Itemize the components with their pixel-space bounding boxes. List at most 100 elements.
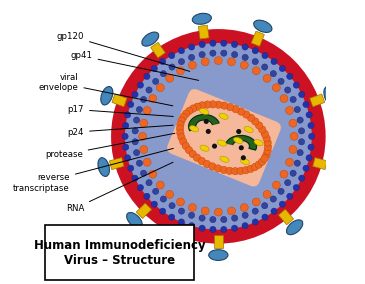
Circle shape (199, 41, 205, 48)
Circle shape (258, 158, 266, 165)
Circle shape (143, 158, 151, 166)
Polygon shape (310, 94, 325, 107)
Circle shape (240, 61, 248, 69)
Circle shape (188, 54, 195, 60)
Polygon shape (251, 31, 264, 46)
Circle shape (123, 122, 129, 129)
Ellipse shape (200, 108, 209, 114)
Circle shape (221, 40, 227, 46)
Circle shape (285, 179, 291, 186)
Circle shape (263, 135, 270, 142)
Circle shape (140, 145, 148, 153)
Ellipse shape (327, 158, 339, 176)
Ellipse shape (324, 87, 336, 105)
Circle shape (143, 106, 151, 114)
Ellipse shape (192, 13, 211, 24)
Circle shape (242, 44, 248, 50)
Text: p17: p17 (68, 105, 173, 116)
Circle shape (262, 214, 268, 220)
Circle shape (177, 129, 184, 137)
Text: viral
envelope: viral envelope (39, 73, 173, 106)
Circle shape (290, 132, 298, 140)
Circle shape (270, 70, 276, 77)
Circle shape (169, 202, 175, 209)
Circle shape (199, 225, 205, 231)
Text: RNA: RNA (66, 162, 173, 213)
Circle shape (297, 117, 303, 123)
Circle shape (153, 78, 159, 84)
Circle shape (210, 50, 216, 56)
Circle shape (210, 216, 216, 223)
Circle shape (231, 41, 238, 48)
Circle shape (149, 170, 157, 178)
Circle shape (176, 125, 184, 132)
Circle shape (180, 113, 187, 121)
Circle shape (144, 73, 150, 80)
Circle shape (252, 198, 260, 206)
Circle shape (153, 188, 159, 195)
Circle shape (188, 204, 196, 212)
Circle shape (227, 207, 235, 215)
Circle shape (306, 112, 312, 118)
Polygon shape (198, 25, 209, 39)
Ellipse shape (217, 140, 226, 146)
Circle shape (261, 155, 268, 162)
Circle shape (212, 144, 217, 149)
Circle shape (188, 212, 195, 218)
Circle shape (210, 40, 216, 46)
Ellipse shape (254, 139, 263, 146)
Ellipse shape (189, 126, 199, 132)
Circle shape (290, 170, 296, 176)
Circle shape (137, 82, 143, 88)
Circle shape (242, 111, 250, 118)
Circle shape (278, 188, 284, 195)
Circle shape (252, 59, 258, 65)
Circle shape (201, 58, 209, 66)
Circle shape (231, 215, 238, 221)
Circle shape (182, 110, 190, 118)
Circle shape (232, 105, 239, 113)
Ellipse shape (254, 20, 272, 32)
Circle shape (146, 179, 152, 186)
Circle shape (239, 145, 244, 150)
Circle shape (263, 190, 271, 198)
Circle shape (160, 70, 166, 77)
Ellipse shape (234, 137, 243, 143)
Circle shape (264, 139, 271, 146)
Circle shape (299, 91, 305, 98)
Circle shape (151, 201, 157, 207)
Circle shape (144, 193, 150, 199)
Circle shape (178, 117, 185, 124)
Circle shape (247, 165, 254, 172)
Circle shape (128, 101, 134, 108)
Circle shape (280, 95, 288, 103)
Circle shape (227, 58, 235, 66)
Circle shape (261, 130, 268, 137)
Ellipse shape (219, 113, 228, 119)
Circle shape (289, 119, 297, 127)
Circle shape (221, 216, 227, 223)
Circle shape (156, 84, 164, 92)
Circle shape (177, 67, 184, 75)
Circle shape (308, 144, 314, 150)
Polygon shape (226, 135, 257, 150)
Circle shape (160, 208, 166, 214)
Circle shape (293, 185, 299, 191)
Circle shape (140, 119, 148, 127)
Circle shape (308, 122, 314, 129)
Circle shape (215, 101, 222, 108)
Circle shape (258, 126, 266, 133)
Circle shape (252, 219, 258, 225)
Circle shape (199, 102, 206, 109)
Ellipse shape (209, 250, 228, 260)
Circle shape (136, 106, 142, 113)
Circle shape (241, 155, 246, 160)
Circle shape (122, 133, 128, 139)
Circle shape (242, 223, 248, 229)
Text: Human Immunodeficiency
Virus – Structure: Human Immunodeficiency Virus – Structure (34, 239, 205, 267)
Circle shape (264, 143, 272, 151)
FancyBboxPatch shape (167, 89, 281, 187)
Ellipse shape (200, 145, 209, 151)
Circle shape (242, 166, 250, 174)
Circle shape (177, 198, 184, 206)
